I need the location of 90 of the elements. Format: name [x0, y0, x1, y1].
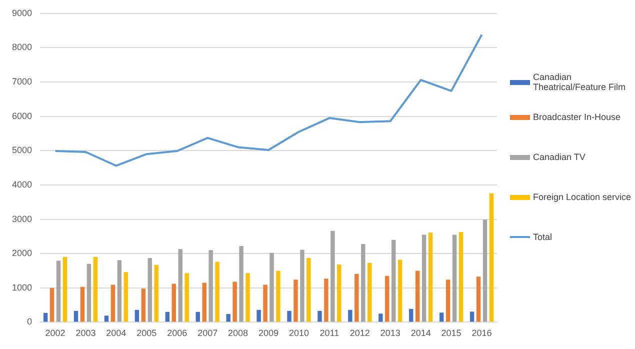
y-tick-label: 2000	[12, 248, 32, 258]
bar	[56, 260, 61, 322]
bar	[337, 264, 342, 322]
bar	[226, 314, 230, 322]
x-tick-label: 2013	[380, 328, 400, 338]
bar	[256, 310, 261, 322]
bar	[110, 284, 116, 322]
x-tick-label: 2008	[228, 328, 248, 338]
bar	[270, 252, 274, 322]
bar	[148, 258, 152, 322]
bar	[80, 286, 85, 322]
x-tick-label: 2007	[198, 328, 218, 338]
bar	[184, 273, 189, 322]
bar	[154, 264, 158, 322]
bar	[446, 280, 450, 322]
bar	[93, 257, 98, 322]
bar	[50, 288, 54, 322]
bar	[43, 312, 48, 322]
bar	[318, 310, 322, 322]
bar	[458, 232, 464, 322]
legend-label: Broadcaster In-House	[533, 112, 621, 122]
legend-label: Total	[533, 232, 552, 242]
bar	[439, 312, 444, 322]
bar	[398, 260, 402, 322]
bar	[470, 312, 474, 322]
x-tick-label: 2010	[288, 328, 309, 338]
bar	[117, 260, 122, 322]
x-tick-label: 2003	[76, 328, 96, 338]
bar	[246, 273, 250, 322]
bar	[239, 246, 244, 322]
bar	[294, 280, 298, 322]
bar	[62, 257, 68, 322]
y-tick-label: 6000	[12, 110, 32, 121]
y-tick-label: 4000	[12, 179, 32, 190]
bar	[300, 250, 304, 322]
x-tick-label: 2009	[258, 328, 279, 338]
bar	[86, 264, 92, 322]
legend-label: Canadian TV	[533, 152, 586, 162]
x-tick-label: 2005	[136, 328, 157, 338]
bar	[74, 310, 78, 322]
bar	[124, 272, 128, 322]
bar	[361, 244, 366, 322]
bar	[482, 220, 488, 322]
x-tick-label: 2006	[167, 328, 188, 338]
bar	[263, 284, 268, 322]
y-tick-label: 0	[27, 316, 32, 327]
x-tick-label: 2012	[350, 328, 370, 338]
bar	[385, 276, 390, 322]
x-tick-label: 2002	[45, 328, 66, 338]
bar	[354, 274, 359, 322]
bar	[215, 262, 220, 322]
y-tick-label: 7000	[12, 76, 32, 87]
bar	[202, 282, 206, 322]
bar	[452, 234, 457, 322]
bar	[330, 230, 335, 322]
y-tick-label: 5000	[12, 145, 32, 156]
y-tick-label: 1000	[12, 282, 32, 292]
bar	[232, 282, 237, 322]
legend-label: Foreign Location service	[533, 192, 632, 202]
bar	[324, 278, 328, 322]
bar	[134, 310, 140, 322]
x-tick-label: 2011	[320, 328, 340, 338]
bar	[178, 249, 182, 322]
bar	[422, 234, 426, 322]
y-tick-label: 3000	[12, 214, 32, 224]
bar	[276, 270, 280, 322]
bar	[415, 270, 420, 322]
bar	[141, 288, 146, 322]
x-tick-label: 2015	[441, 328, 462, 338]
bar	[368, 262, 372, 322]
bar	[165, 312, 170, 322]
y-tick-label: 9000	[12, 8, 32, 18]
bar	[306, 258, 311, 322]
x-tick-label: 2014	[410, 328, 431, 338]
bar	[489, 193, 494, 322]
bar	[104, 316, 109, 322]
bar	[476, 276, 481, 322]
bar	[428, 232, 433, 322]
bar	[172, 284, 176, 322]
bar	[208, 250, 213, 322]
x-tick-label: 2004	[106, 328, 126, 338]
bar	[348, 310, 352, 322]
bar	[392, 240, 396, 322]
legend-label: Canadian Theatrical/Feature Film	[533, 72, 627, 92]
bar	[409, 308, 414, 322]
bar	[196, 312, 200, 322]
bar	[378, 314, 383, 322]
y-tick-label: 8000	[12, 42, 32, 52]
x-tick-label: 2016	[472, 328, 492, 338]
bar	[287, 310, 292, 322]
